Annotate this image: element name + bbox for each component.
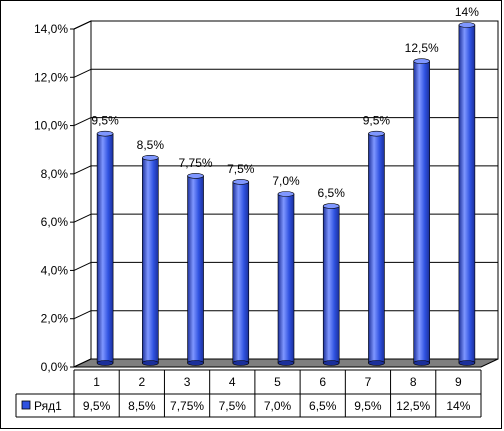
bar-top <box>368 130 385 137</box>
side-wall-line <box>73 117 92 127</box>
side-wall-line <box>73 165 92 175</box>
bar-top <box>413 58 430 65</box>
x-tick-label: 5 <box>274 375 281 389</box>
data-label: 14% <box>455 5 479 19</box>
bar-base <box>322 360 340 366</box>
bar-base <box>277 360 295 366</box>
table-value: 14% <box>446 399 470 413</box>
table-value: 7,5% <box>219 399 247 413</box>
table-value: 9,5% <box>354 399 382 413</box>
x-tick-label: 8 <box>410 375 417 389</box>
bar-base <box>142 360 159 366</box>
table-value: 8,5% <box>128 399 156 413</box>
table-value: 12,5% <box>396 399 430 413</box>
y-tick-label: 12,0% <box>34 70 68 84</box>
x-tick-label: 7 <box>365 375 372 389</box>
bar-base <box>96 360 114 366</box>
y-tick-label: 6,0% <box>41 215 69 229</box>
x-tick-label: 2 <box>138 375 145 389</box>
data-label: 12,5% <box>405 41 439 55</box>
bar-base <box>458 360 476 366</box>
bar-top <box>96 130 114 137</box>
bar-cylinder <box>96 133 114 364</box>
data-label: 9,5% <box>363 114 391 128</box>
bar-top <box>232 179 250 185</box>
bar-base <box>232 360 250 366</box>
y-tick-label: 4,0% <box>41 263 69 277</box>
data-label: 8,5% <box>137 138 165 152</box>
bar-top <box>277 191 295 197</box>
bar-cylinder <box>322 205 340 364</box>
bar-cylinder <box>142 157 159 364</box>
data-label: 9,5% <box>91 114 119 128</box>
bar-top <box>187 173 204 179</box>
legend-series-name: Ряд1 <box>34 399 62 413</box>
data-label: 6,5% <box>318 186 346 200</box>
bar-cylinder <box>187 175 204 364</box>
data-label: 7,5% <box>227 162 255 176</box>
bar-base <box>413 360 430 366</box>
x-tick-label: 1 <box>93 375 100 389</box>
bar-cylinder <box>368 133 385 364</box>
side-wall-line <box>73 68 92 78</box>
y-tick-label: 8,0% <box>41 167 69 181</box>
data-label: 7,0% <box>272 174 300 188</box>
y-tick-label: 0,0% <box>41 360 69 374</box>
legend-swatch <box>21 400 31 410</box>
y-tick-label: 10,0% <box>34 119 68 133</box>
table-value: 9,5% <box>83 399 111 413</box>
x-tick-label: 4 <box>229 375 236 389</box>
x-tick-label: 6 <box>319 375 326 389</box>
bar-cylinder <box>413 60 430 364</box>
data-label: 7,75% <box>179 156 213 170</box>
bar-top <box>322 203 340 209</box>
bar-top <box>458 22 476 28</box>
bar-cylinder <box>277 193 295 364</box>
bar-base <box>368 360 385 366</box>
side-wall-line <box>73 213 92 223</box>
side-wall-line <box>73 310 92 320</box>
table-value: 7,0% <box>264 399 292 413</box>
bar-cylinder <box>232 181 250 364</box>
plot-back-wall <box>90 20 499 360</box>
x-tick-label: 9 <box>455 375 462 389</box>
side-wall-line <box>73 261 92 271</box>
y-tick-label: 2,0% <box>41 312 69 326</box>
table-value: 6,5% <box>309 399 337 413</box>
table-value: 7,75% <box>170 399 204 413</box>
bar-top <box>142 154 159 161</box>
y-tick-label: 14,0% <box>34 22 68 36</box>
x-tick-label: 3 <box>184 375 191 389</box>
bar-cylinder <box>458 24 476 364</box>
bar-base <box>187 360 204 366</box>
